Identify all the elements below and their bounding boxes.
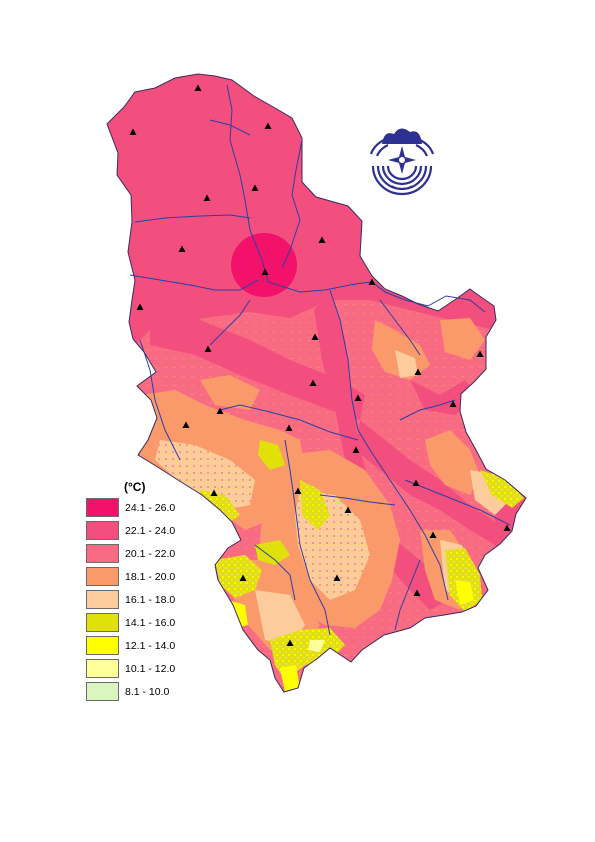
station-triangle-marker-icon — [414, 368, 422, 375]
station-triangle-marker-icon — [412, 479, 420, 486]
station-triangle-marker-icon — [285, 424, 293, 431]
station-triangle-marker-icon — [354, 394, 362, 401]
legend-class-row: 10.1 - 12.0 — [86, 657, 206, 680]
station-triangle-marker-icon — [352, 446, 360, 453]
map-legend: (°C) 24.1 - 26.0 22.1 - 24.0 20.1 - 22.0 18… — [86, 478, 206, 703]
institute-logo-icon — [369, 128, 435, 196]
legend-class-row: 8.1 - 10.0 — [86, 680, 206, 703]
station-triangle-marker-icon — [449, 400, 457, 407]
legend-class-row: 24.1 - 26.0 — [86, 496, 206, 519]
weather-stations — [129, 84, 511, 646]
legend-swatch — [86, 659, 119, 678]
river-west-morava — [219, 404, 359, 441]
legend-swatch — [86, 521, 119, 540]
legend-class-row: 12.1 - 14.0 — [86, 634, 206, 657]
station-triangle-marker-icon — [318, 236, 326, 243]
station-triangle-marker-icon — [203, 194, 211, 201]
legend-class-label: 14.1 - 16.0 — [125, 616, 176, 629]
station-triangle-marker-icon — [294, 487, 302, 494]
legend-swatch — [86, 590, 119, 609]
station-triangle-marker-icon — [413, 589, 421, 596]
station-triangle-marker-icon — [286, 639, 294, 646]
station-triangle-marker-icon — [136, 303, 144, 310]
rivers — [129, 84, 511, 636]
river-nisava — [404, 479, 511, 526]
legend-class-row: 22.1 - 24.0 — [86, 519, 206, 542]
station-triangle-marker-icon — [251, 184, 259, 191]
legend-class-row: 14.1 - 16.0 — [86, 611, 206, 634]
river-toplica — [319, 494, 396, 506]
legend-swatch — [86, 498, 119, 517]
river-sava — [129, 274, 259, 291]
legend-class-label: 24.1 - 26.0 — [125, 501, 176, 514]
station-triangle-marker-icon — [216, 407, 224, 414]
station-triangle-marker-icon — [503, 524, 511, 531]
legend-class-label: 16.1 - 18.0 — [125, 593, 176, 606]
station-triangle-marker-icon — [264, 122, 272, 129]
station-triangle-marker-icon — [182, 421, 190, 428]
legend-class-label: 12.1 - 14.0 — [125, 639, 176, 652]
station-triangle-marker-icon — [344, 506, 352, 513]
station-triangle-marker-icon — [309, 379, 317, 386]
legend-class-label: 22.1 - 24.0 — [125, 524, 176, 537]
legend-swatch — [86, 636, 119, 655]
station-triangle-marker-icon — [210, 489, 218, 496]
legend-swatch — [86, 544, 119, 563]
legend-swatch — [86, 567, 119, 586]
river-canal-2 — [209, 119, 251, 136]
legend-class-label: 8.1 - 10.0 — [125, 685, 170, 698]
station-triangle-marker-icon — [129, 128, 137, 135]
station-triangle-marker-icon — [368, 278, 376, 285]
legend-class-row: 20.1 - 22.0 — [86, 542, 206, 565]
station-triangle-marker-icon — [429, 531, 437, 538]
river-south-morava — [369, 449, 449, 601]
legend-classes: 24.1 - 26.0 22.1 - 24.0 20.1 - 22.0 18.1 - … — [86, 496, 206, 703]
station-triangle-marker-icon — [333, 574, 341, 581]
river-tisa — [281, 139, 303, 269]
river-ibar — [284, 439, 331, 636]
river-drina — [139, 339, 181, 461]
legend-swatch — [86, 613, 119, 632]
legend-unit-label: (°C) — [124, 480, 146, 494]
station-triangle-marker-icon — [476, 350, 484, 357]
station-triangle-marker-icon — [194, 84, 202, 91]
river-danube — [226, 84, 486, 313]
river-mlava — [379, 299, 421, 356]
station-triangle-marker-icon — [239, 574, 247, 581]
legend-class-label: 10.1 - 12.0 — [125, 662, 176, 675]
station-triangle-marker-icon — [204, 345, 212, 352]
river-lim — [254, 544, 296, 601]
legend-class-row: 16.1 - 18.0 — [86, 588, 206, 611]
river-timok — [399, 399, 456, 421]
river-kolubara — [209, 299, 251, 346]
station-triangle-marker-icon — [311, 333, 319, 340]
river-morava — [329, 289, 371, 451]
legend-class-label: 18.1 - 20.0 — [125, 570, 176, 583]
legend-swatch — [86, 682, 119, 701]
station-triangle-marker-icon — [261, 268, 269, 275]
station-triangle-marker-icon — [178, 245, 186, 252]
legend-class-label: 20.1 - 22.0 — [125, 547, 176, 560]
river-pcinja — [394, 559, 421, 631]
legend-class-row: 18.1 - 20.0 — [86, 565, 206, 588]
river-canal-1 — [134, 214, 251, 223]
